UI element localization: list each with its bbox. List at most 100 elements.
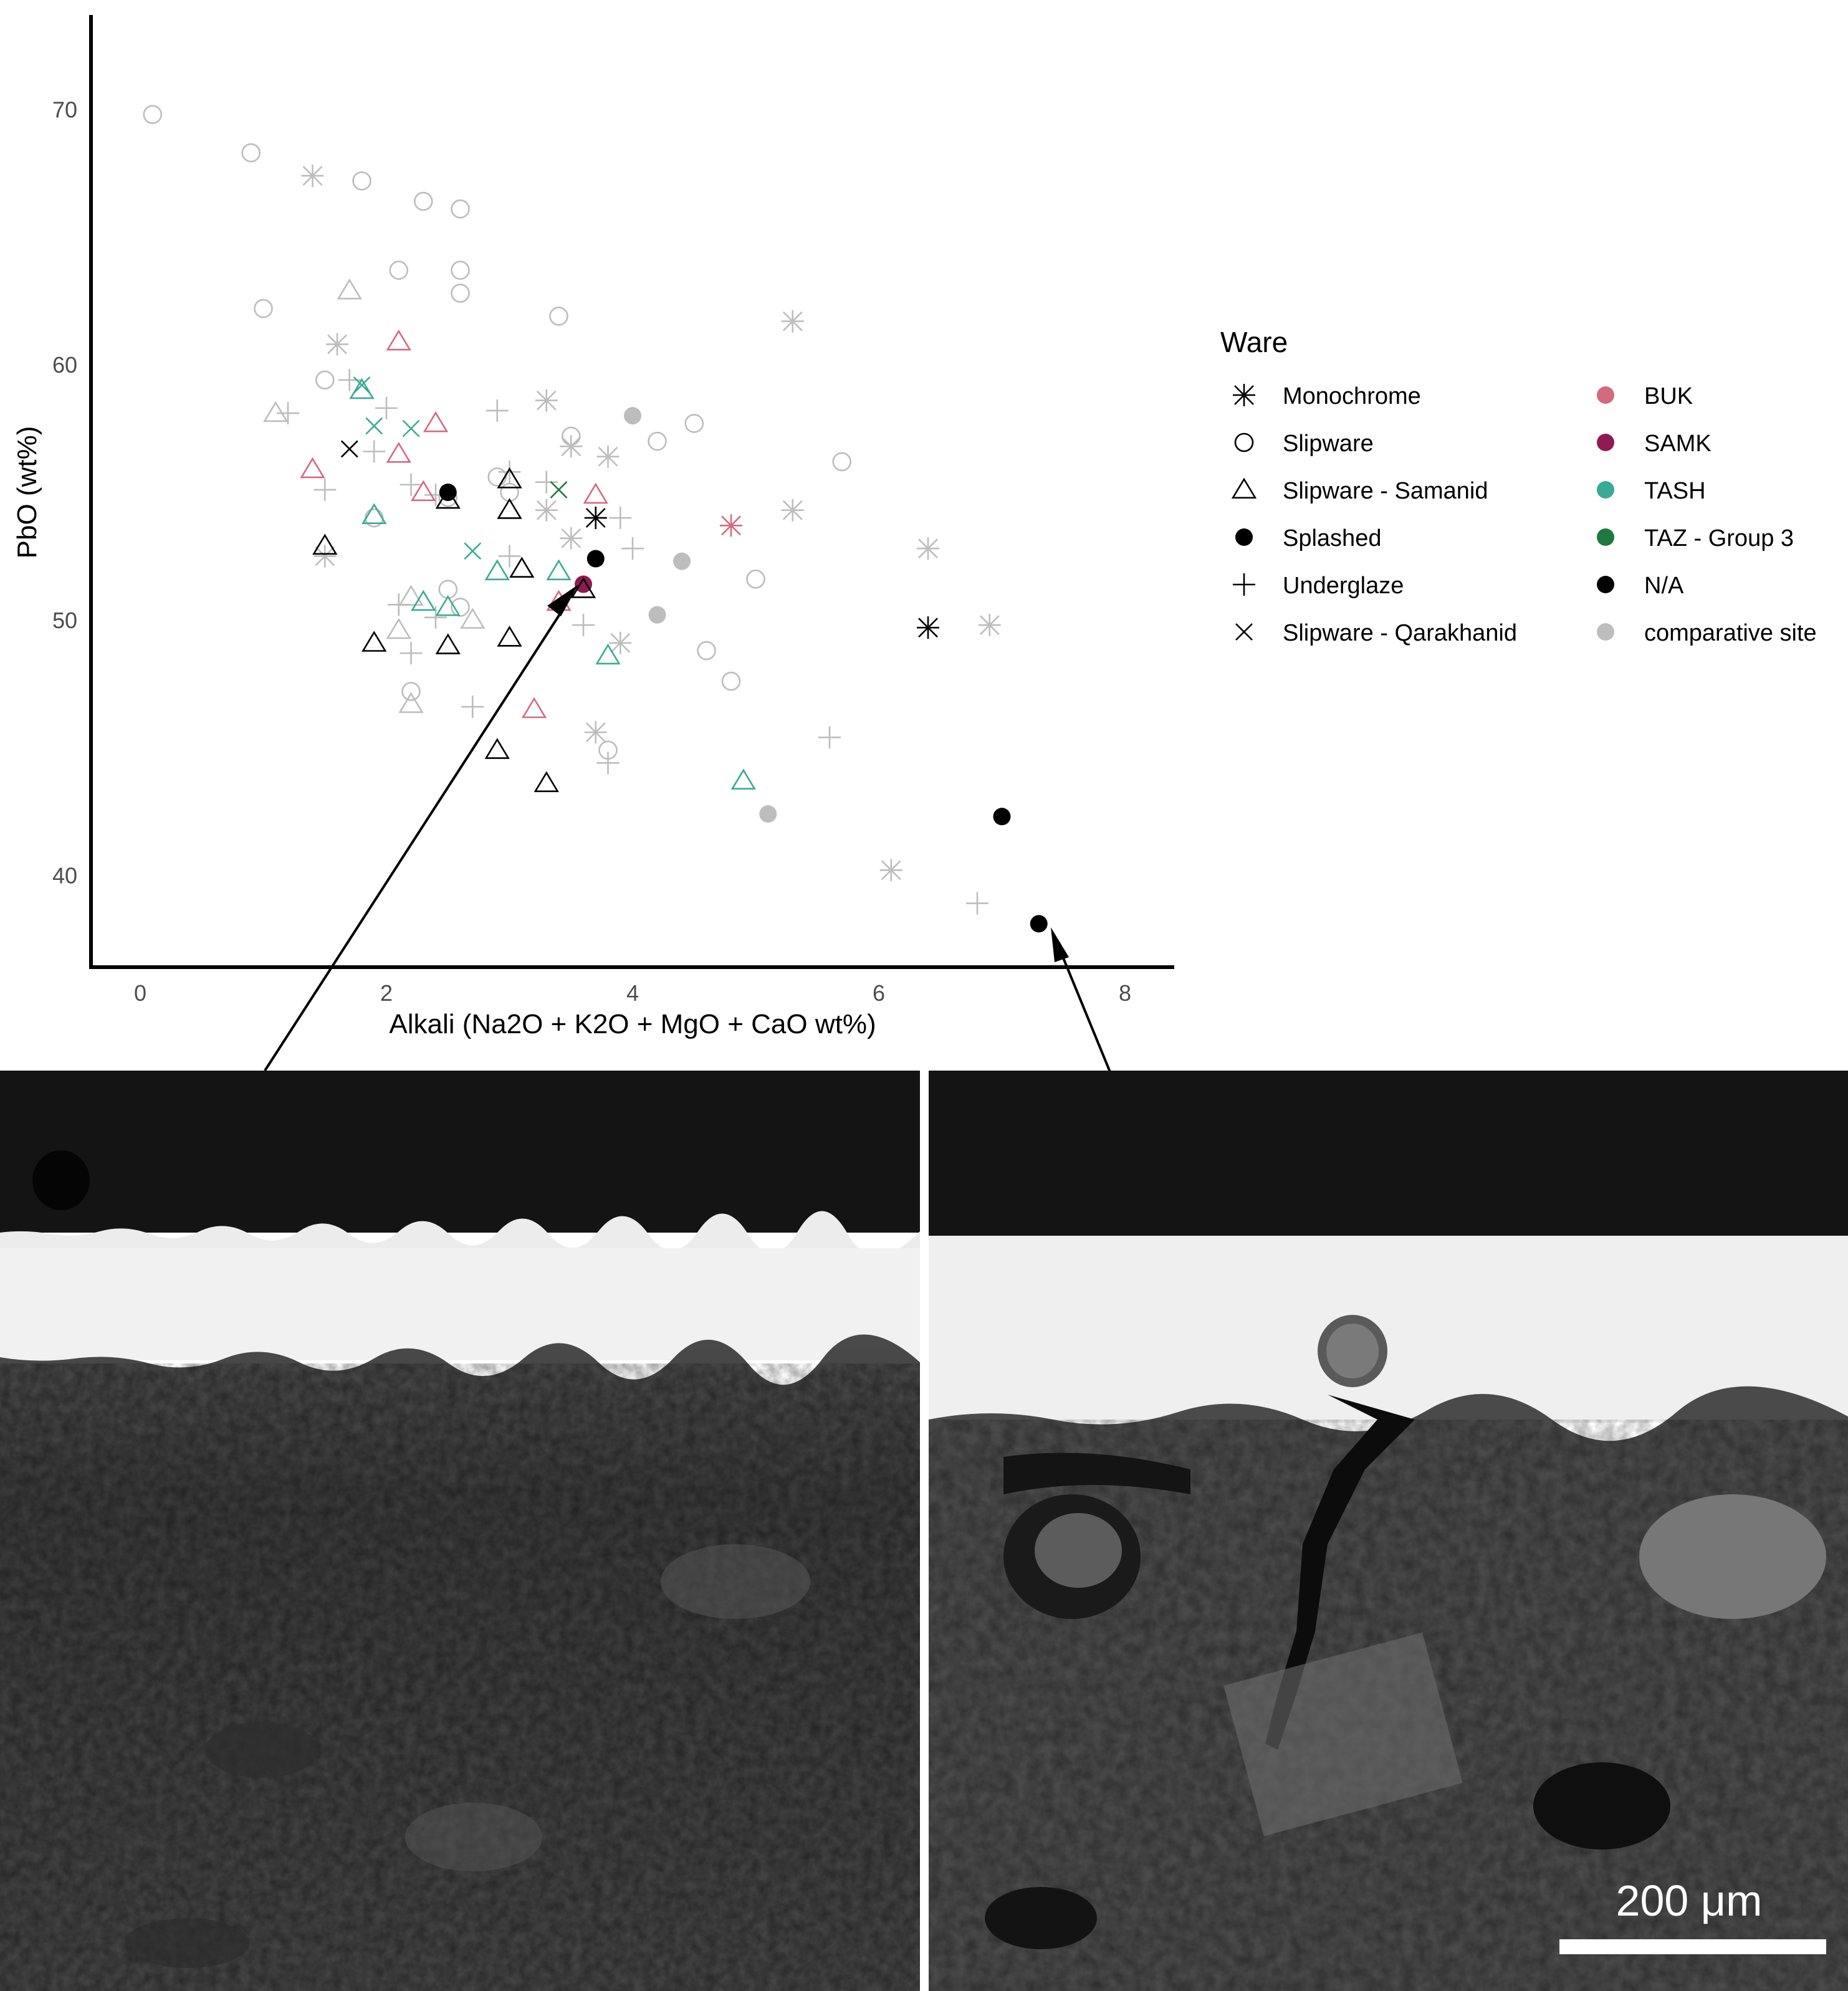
plot-area [143, 105, 1048, 933]
legend-key-color [1597, 576, 1614, 593]
data-point [535, 499, 558, 522]
data-point [560, 435, 583, 458]
legend-key-color [1597, 386, 1614, 404]
legend-label: Monochrome [1283, 383, 1421, 409]
scatter-chart: 0 2 4 6 8 40 50 60 70 Alkali (Na2O + K2O + MgO … [12, 15, 1817, 1072]
legend-label: TAZ - Group 3 [1644, 525, 1794, 551]
data-point [386, 618, 411, 639]
legend-label: Underglaze [1283, 573, 1404, 599]
data-point [400, 642, 423, 665]
data-point [300, 457, 325, 479]
legend-shape-items: Monochrome Slipware Slipware - Samanid Spla… [1231, 383, 1517, 646]
data-point [584, 721, 607, 744]
data-point [301, 165, 324, 188]
sem-micrograph-right [929, 1071, 1848, 1991]
data-point [624, 407, 641, 425]
data-point [386, 442, 411, 463]
legend: Ware Monochrome Slipware Slipware - Samani… [1220, 326, 1817, 646]
data-point [361, 503, 387, 524]
data-point [398, 692, 424, 714]
scale-bar-label: 200 μm [1616, 1876, 1763, 1925]
y-tick-label: 60 [52, 352, 77, 378]
x-tick-label: 4 [626, 980, 639, 1006]
data-point [435, 633, 461, 654]
data-point [596, 445, 620, 468]
data-point [451, 199, 470, 219]
legend-key-color [1597, 528, 1614, 546]
data-point [402, 419, 420, 437]
data-point [570, 577, 596, 598]
x-tick-label: 8 [1119, 980, 1131, 1006]
legend-label: Slipware [1283, 431, 1374, 457]
data-point [424, 606, 447, 629]
data-point [621, 537, 644, 560]
data-point [697, 641, 716, 661]
data-point [648, 431, 667, 451]
data-point [534, 771, 559, 793]
data-point [498, 461, 521, 484]
legend-key-color [1597, 623, 1614, 641]
data-point [549, 307, 568, 326]
data-point [484, 559, 510, 581]
legend-key-circle-filled [1235, 528, 1253, 546]
data-point [746, 570, 765, 589]
legend-label: BUK [1644, 383, 1693, 409]
data-point [464, 542, 482, 560]
arrow-right-head [1051, 927, 1069, 962]
data-point [326, 333, 348, 356]
data-point [460, 608, 486, 629]
data-point [451, 260, 470, 280]
data-point [879, 859, 902, 882]
legend-label: Splashed [1283, 525, 1381, 551]
data-point [609, 507, 632, 530]
data-point [365, 417, 383, 435]
data-point [575, 575, 592, 593]
data-point [386, 329, 411, 351]
data-point [966, 892, 989, 915]
legend-title: Ware [1220, 326, 1288, 358]
data-point [497, 498, 522, 519]
data-point [781, 310, 804, 333]
data-point [143, 105, 163, 125]
data-point [411, 590, 436, 611]
legend-color-items: BUK SAMK TASH TAZ - Group 3 N/A comparative s… [1597, 383, 1817, 646]
data-point [451, 284, 470, 303]
legend-key-plus [1233, 573, 1255, 596]
legend-key-color [1597, 481, 1614, 499]
data-point [720, 514, 742, 537]
legend-key-asterisk [1233, 384, 1255, 406]
data-point [497, 626, 522, 647]
data-point [353, 376, 371, 394]
data-point [993, 808, 1011, 826]
legend-key-cross [1235, 623, 1253, 641]
data-point [411, 480, 436, 502]
annotation-arrows [264, 585, 1112, 1072]
legend-label: N/A [1644, 573, 1684, 599]
data-point [1030, 915, 1048, 933]
x-tick-labels: 0 2 4 6 8 [134, 980, 1131, 1006]
data-point [435, 594, 461, 616]
data-point [583, 482, 608, 504]
data-point [400, 473, 423, 496]
data-point [648, 606, 666, 624]
data-point [498, 545, 521, 568]
data-point [398, 585, 424, 606]
data-point [721, 671, 741, 691]
sem-micrograph-left [0, 1071, 920, 1991]
arrow-left-head [547, 585, 578, 616]
data-point [586, 550, 605, 568]
y-tick-label: 40 [52, 863, 77, 889]
data-point [349, 378, 375, 399]
data-point [560, 527, 583, 550]
data-point [978, 614, 1001, 637]
data-point [361, 631, 387, 652]
data-point [401, 682, 421, 701]
x-tick-label: 6 [873, 980, 885, 1006]
legend-label: Slipware - Samanid [1283, 478, 1488, 504]
data-point [832, 452, 852, 472]
legend-key-circle-open [1234, 432, 1254, 452]
x-tick-label: 2 [380, 980, 393, 1006]
data-point [572, 614, 595, 637]
data-point [315, 370, 335, 390]
legend-label: TASH [1644, 478, 1706, 504]
